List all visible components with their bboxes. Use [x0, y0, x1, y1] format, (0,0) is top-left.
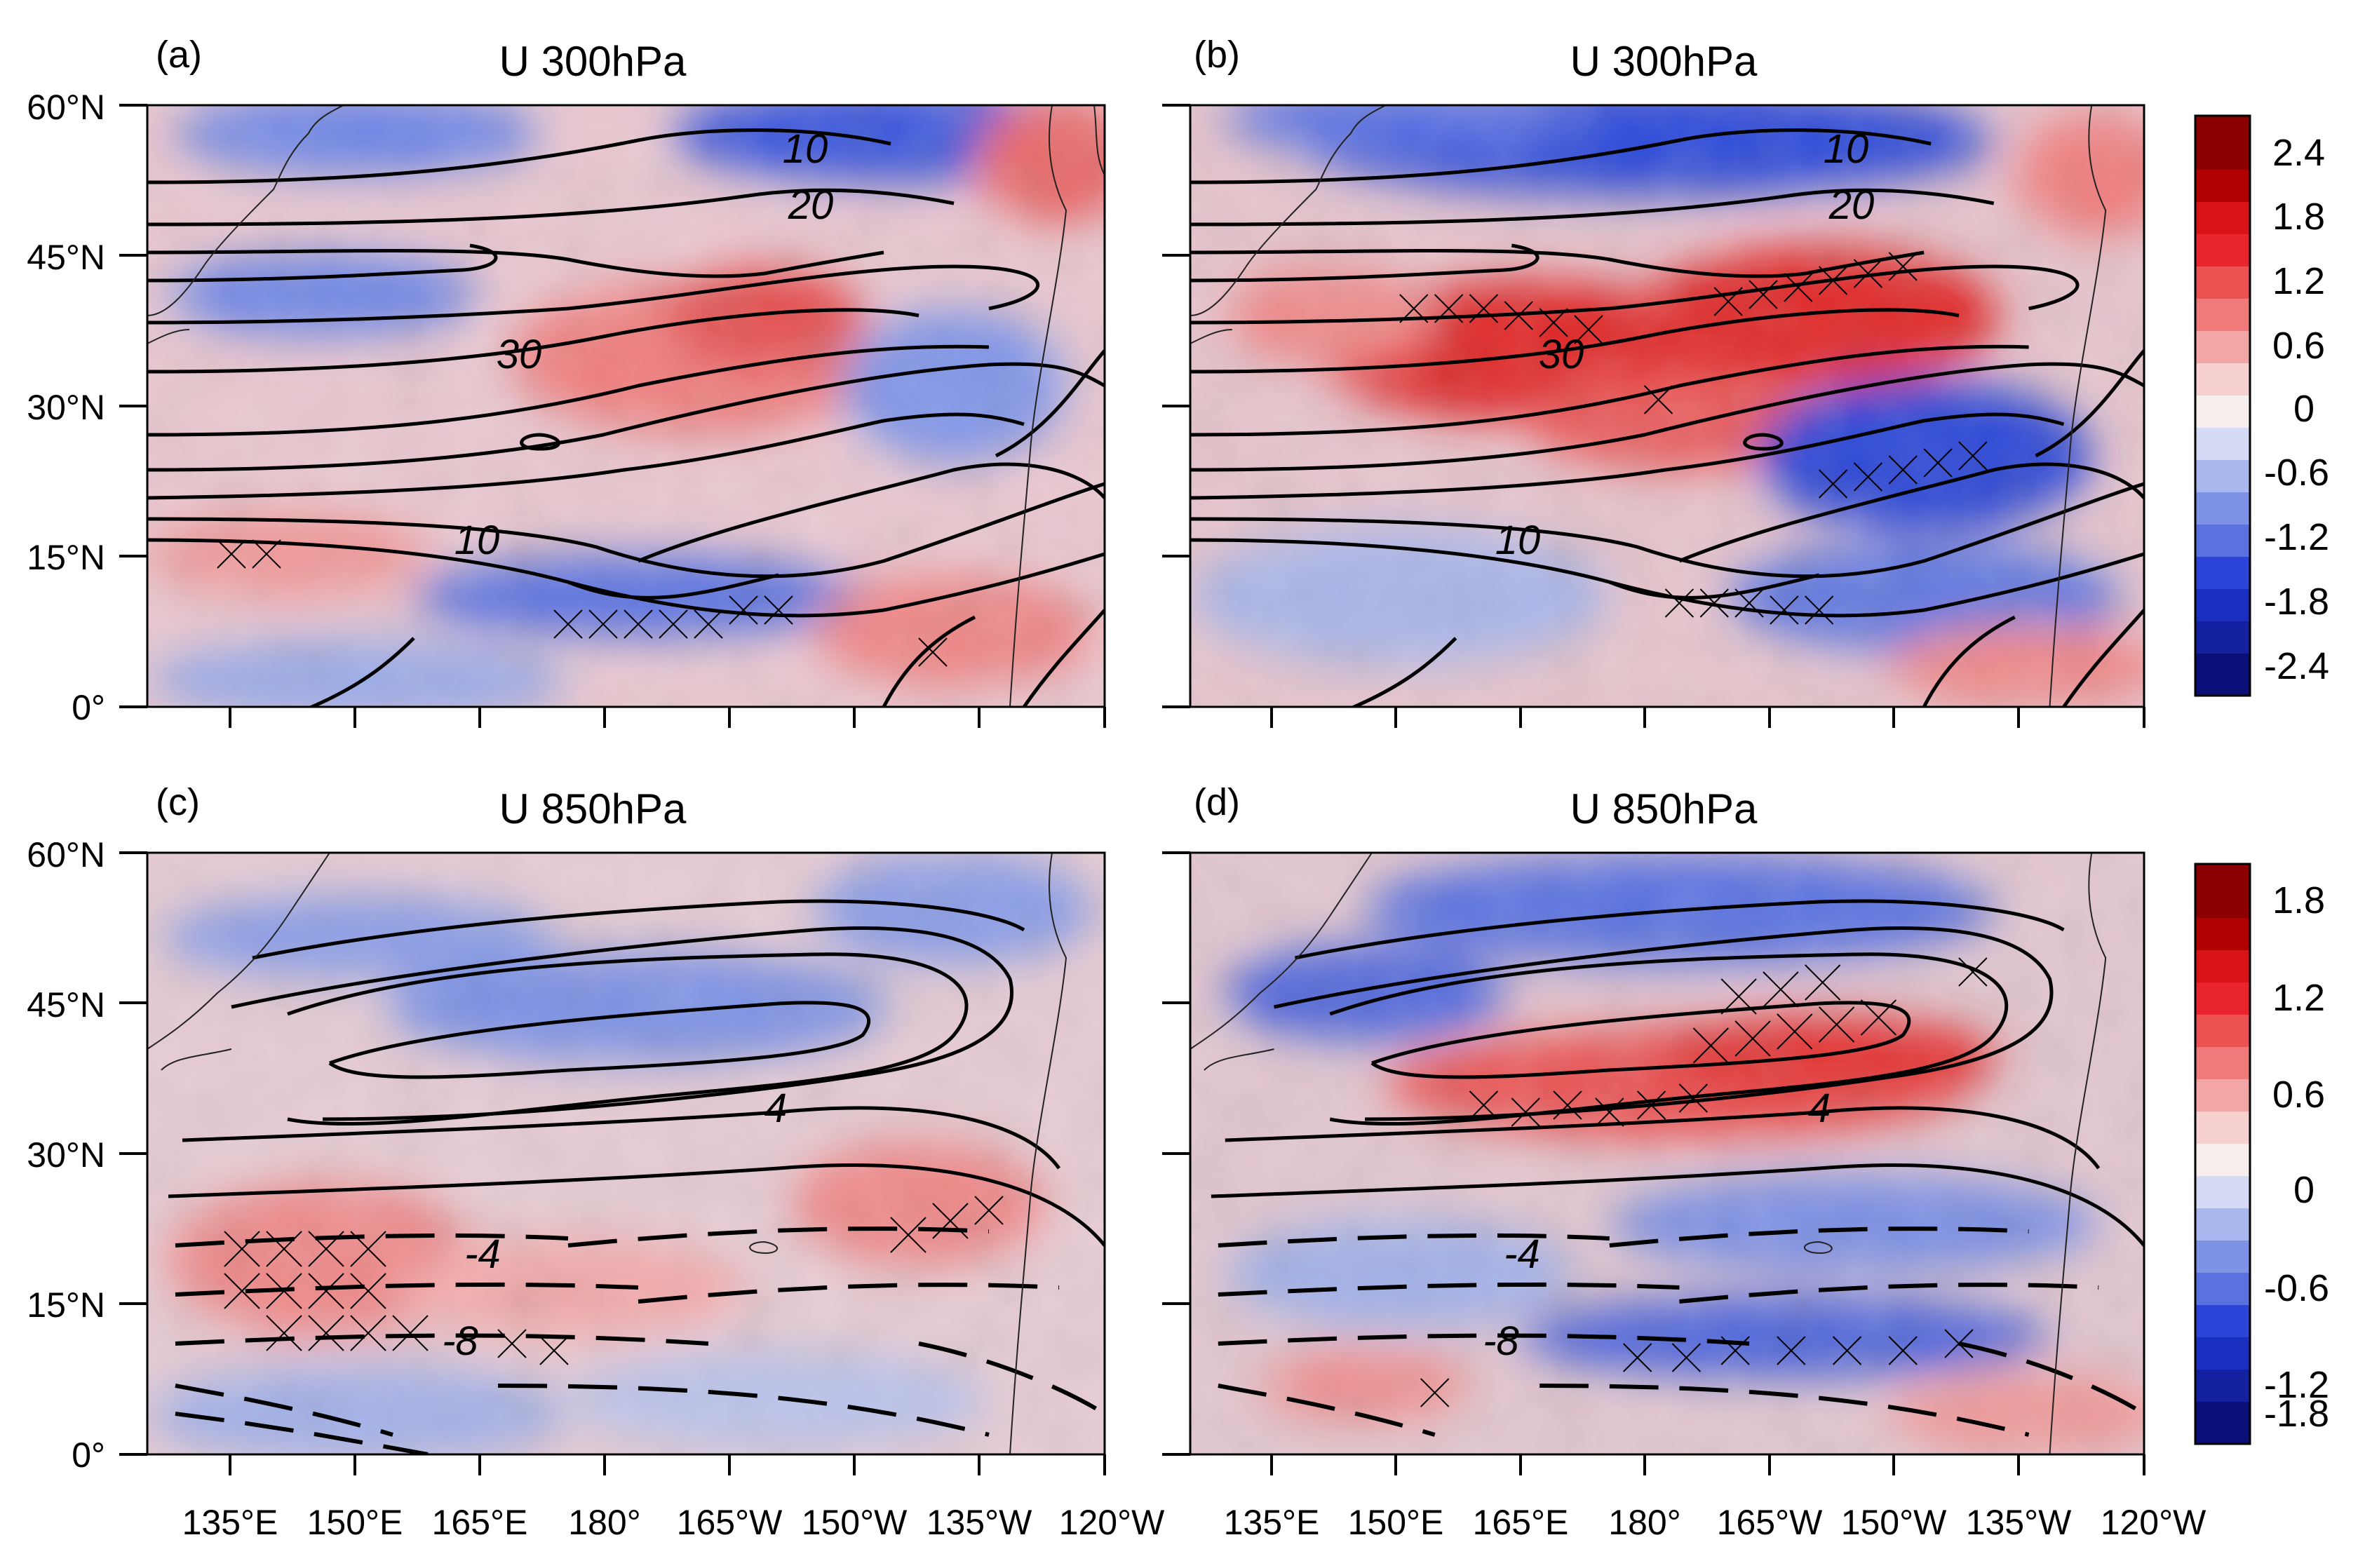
panel-a-contour-label: 10 — [454, 518, 500, 563]
lat-label: 60°N — [27, 835, 105, 874]
panel-c-contour-label: -4 — [464, 1231, 501, 1277]
colorbar-top-label: -2.4 — [2264, 645, 2329, 687]
panel-d-contours — [1211, 899, 2144, 1247]
lon-label: 135°E — [1224, 1503, 1320, 1542]
panel-a-contour-label: 20 — [788, 182, 834, 228]
panel-c-hatching — [224, 1196, 1004, 1365]
lon-label: 150°E — [1348, 1503, 1444, 1542]
colorbar-top-label: -0.6 — [2264, 452, 2329, 494]
panel-b-hatching — [1399, 252, 1988, 625]
panel-d-contour-label: -8 — [1483, 1318, 1519, 1364]
colorbar-bottom-label: -1.2 — [2264, 1364, 2329, 1406]
panel-a: (a) U 300hPa — [146, 34, 1106, 708]
panel-a-contour-label: 10 — [783, 126, 828, 172]
panel-a-map — [147, 105, 1105, 707]
panel-c-letter: (c) — [156, 781, 200, 823]
panel-a-title: U 300hPa — [499, 38, 687, 85]
panel-c: (c) U 850hPa — [146, 781, 1106, 1456]
lon-label: 120°W — [1059, 1503, 1165, 1542]
panel-d-contour-label: 4 — [1808, 1086, 1831, 1131]
panel-b-map — [1190, 105, 2144, 707]
lon-label: 135°W — [927, 1503, 1032, 1542]
panel-c-map — [147, 853, 1105, 1454]
colorbar-top-label: -1.2 — [2264, 516, 2329, 558]
panel-c-contour-label: -8 — [442, 1318, 478, 1364]
panel-b-contour-label: 10 — [1495, 518, 1541, 563]
panel-c-contour-label: 4 — [764, 1086, 787, 1131]
panel-a-contours — [147, 128, 1105, 707]
colorbar-bottom-label: -1.8 — [2264, 1393, 2329, 1435]
lat-label: 0° — [72, 1435, 105, 1475]
panel-b: (b) U 300hPa — [1189, 34, 2145, 708]
colorbar-bottom: 1.8 1.2 0.6 0 -0.6 -1.2 -1.8 — [2194, 863, 2329, 1445]
panel-d-hatching — [1420, 957, 1988, 1407]
lon-label: 135°E — [182, 1503, 278, 1542]
panel-d: (d) U 850hPa — [1189, 781, 2145, 1456]
panel-c-contours — [168, 899, 1105, 1247]
panel-a-hatching — [217, 539, 948, 667]
panel-b-contour-label: 30 — [1539, 332, 1584, 377]
lon-label: 120°W — [2101, 1503, 2206, 1542]
lat-label: 45°N — [27, 985, 105, 1025]
panel-a-contour-label: 30 — [497, 332, 542, 377]
colorbar-bottom-label: 0.6 — [2272, 1074, 2325, 1116]
lon-label: 165°E — [432, 1503, 528, 1542]
lon-label: 165°W — [677, 1503, 783, 1542]
panel-b-contours — [1190, 128, 2144, 707]
panel-d-title: U 850hPa — [1570, 785, 1758, 832]
colorbar-top-label: 0.6 — [2272, 325, 2325, 367]
panel-b-title: U 300hPa — [1570, 38, 1758, 85]
panel-c-coast — [147, 853, 1067, 1454]
panel-d-letter: (d) — [1194, 781, 1240, 823]
lat-label: 45°N — [27, 238, 105, 277]
lat-axis-top: 60°N 45°N 30°N 15°N 0° — [27, 88, 105, 727]
lon-axis-left: 135°E 150°E 165°E 180° 165°W 150°W 135°W… — [182, 1503, 1165, 1542]
lat-label: 15°N — [27, 538, 105, 577]
panel-b-contour-label: 20 — [1828, 182, 1875, 228]
lon-label: 180° — [568, 1503, 640, 1542]
lon-label: 150°W — [1841, 1503, 1947, 1542]
lat-label: 30°N — [27, 1135, 105, 1175]
panel-c-dashed — [175, 1226, 1105, 1454]
lat-label: 30°N — [27, 388, 105, 427]
colorbar-top-label: 0 — [2293, 388, 2315, 430]
lat-axis-bottom: 60°N 45°N 30°N 15°N 0° — [27, 835, 105, 1475]
panel-b-letter: (b) — [1194, 34, 1240, 76]
lat-label: 15°N — [27, 1285, 105, 1325]
axis-ticks — [119, 104, 2145, 1475]
panel-d-contour-label: -4 — [1504, 1231, 1540, 1277]
panel-b-contour-label: 10 — [1824, 126, 1869, 172]
lon-label: 150°E — [307, 1503, 403, 1542]
lon-label: 165°E — [1473, 1503, 1569, 1542]
panel-d-dashed — [1218, 1226, 2144, 1437]
colorbar-top-label: 1.2 — [2272, 260, 2325, 302]
lon-axis-right: 135°E 150°E 165°E 180° 165°W 150°W 135°W… — [1224, 1503, 2206, 1542]
colorbar-top-label: 2.4 — [2272, 132, 2325, 174]
lat-label: 60°N — [27, 88, 105, 127]
lon-label: 135°W — [1966, 1503, 2072, 1542]
panel-d-map — [1190, 853, 2144, 1454]
colorbar-top-label: 1.8 — [2272, 196, 2325, 238]
panel-c-title: U 850hPa — [499, 785, 687, 832]
lat-label: 0° — [72, 688, 105, 727]
colorbar-top-label: -1.8 — [2264, 581, 2329, 623]
panel-b-coast — [1190, 105, 2107, 707]
panel-a-coast — [147, 105, 1105, 707]
colorbar-bottom-label: 1.8 — [2272, 879, 2325, 921]
lon-label: 150°W — [802, 1503, 908, 1542]
colorbar-top: 2.4 1.8 1.2 0.6 0 -0.6 -1.2 -1.8 -2.4 — [2194, 114, 2329, 697]
panel-d-coast — [1190, 853, 2107, 1454]
colorbar-bottom-label: 0 — [2293, 1169, 2315, 1211]
panel-a-letter: (a) — [156, 34, 202, 76]
lon-label: 165°W — [1717, 1503, 1823, 1542]
colorbar-bottom-label: -0.6 — [2264, 1267, 2329, 1309]
colorbar-bottom-label: 1.2 — [2272, 977, 2325, 1019]
lon-label: 180° — [1608, 1503, 1680, 1542]
